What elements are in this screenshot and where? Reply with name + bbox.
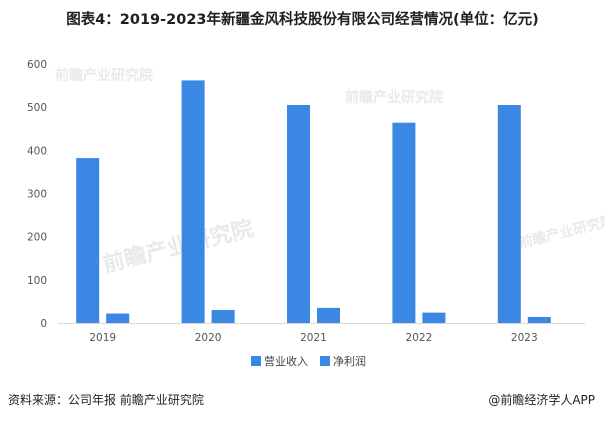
- legend-swatch-revenue: [251, 356, 261, 366]
- watermark-text: 前瞻产业研究院: [55, 67, 153, 84]
- bar-net-profit: [211, 310, 235, 323]
- bar-net-profit: [527, 316, 551, 323]
- bar-revenue: [76, 158, 100, 323]
- bar-revenue: [392, 122, 416, 323]
- x-tick-label: 2023: [511, 332, 538, 344]
- brand-handle: @前瞻经济学人APP: [488, 393, 595, 407]
- y-tick-label: 600: [27, 59, 47, 71]
- legend-swatch-net-profit: [320, 356, 330, 366]
- x-tick-label: 2019: [89, 332, 116, 344]
- x-tick-label: 2020: [195, 332, 222, 344]
- x-tick-label: 2022: [406, 332, 433, 344]
- legend: 营业收入 净利润: [251, 354, 366, 368]
- y-axis: 0 100 200 300 400 500 600: [27, 59, 47, 330]
- bar-revenue: [287, 105, 310, 323]
- x-axis: 2019 2020 2021 2022 2023: [58, 323, 585, 344]
- legend-label-net-profit: 净利润: [333, 354, 366, 368]
- bar-revenue: [497, 105, 521, 323]
- source-note: 资料来源：公司年报 前瞻产业研究院: [8, 393, 204, 407]
- y-tick-label: 0: [40, 318, 47, 330]
- y-tick-label: 400: [27, 145, 47, 157]
- bar-revenue: [181, 80, 205, 323]
- bars: [76, 80, 551, 323]
- watermark-text: 前瞻产业研究院: [345, 89, 443, 106]
- y-tick-label: 300: [27, 189, 47, 201]
- y-tick-label: 200: [27, 232, 47, 244]
- watermark-text: 前瞻产业研究院: [100, 215, 256, 277]
- y-tick-label: 100: [27, 275, 47, 287]
- footer: 资料来源：公司年报 前瞻产业研究院 @前瞻经济学人APP: [8, 391, 595, 411]
- legend-label-revenue: 营业收入: [264, 354, 308, 368]
- y-tick-label: 500: [27, 102, 47, 114]
- watermark-text: 前瞻产业研究院: [517, 212, 605, 252]
- bar-net-profit: [422, 312, 446, 323]
- bar-net-profit: [317, 307, 340, 323]
- bar-net-profit: [106, 313, 130, 323]
- x-tick-label: 2021: [300, 332, 327, 344]
- chart-title: 图表4：2019-2023年新疆金风科技股份有限公司经营情况(单位：亿元): [66, 12, 539, 28]
